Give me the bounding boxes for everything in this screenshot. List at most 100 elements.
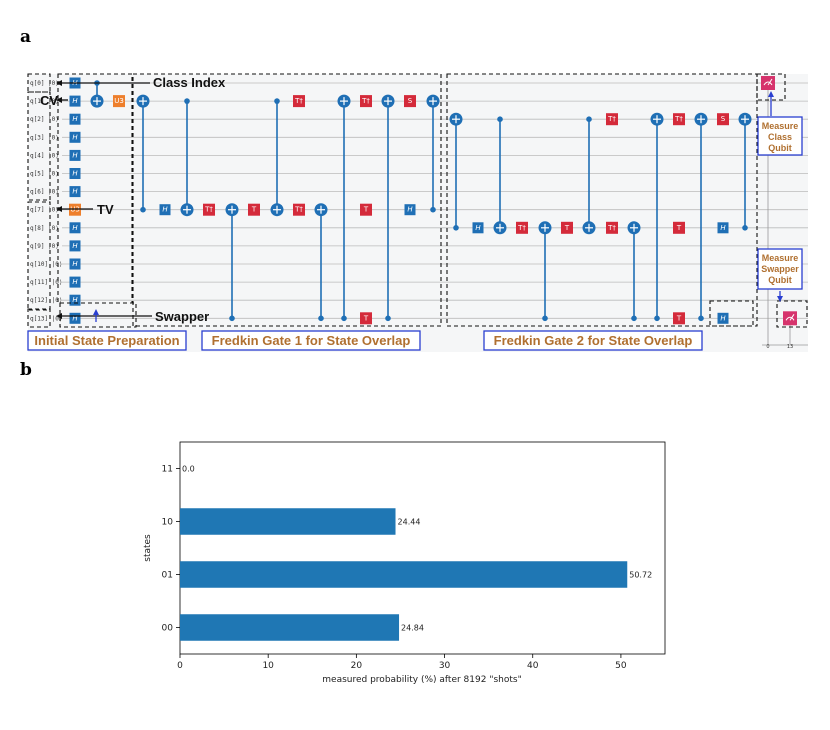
dashed-region [709, 300, 754, 327]
swapper-label: Swapper [155, 309, 209, 324]
phase-gate [673, 221, 685, 234]
hadamard-gate [69, 113, 81, 125]
arrow-heads [56, 80, 783, 319]
qubit-label: q[7] |0⟩ [30, 207, 59, 214]
gate-label: H [72, 242, 78, 250]
x-tick-label: 40 [527, 661, 539, 671]
x-tick-label: 50 [615, 661, 627, 671]
measure-needle [789, 314, 795, 321]
panel-label-b: b [20, 360, 32, 380]
control-dot [385, 315, 391, 322]
u3-gate [69, 203, 81, 216]
bar-01 [180, 561, 628, 588]
plot-frame [179, 441, 666, 655]
gate-label: T [363, 206, 369, 214]
hadamard-gate [69, 276, 81, 288]
hadamard-gate [69, 240, 81, 252]
tv-label: TV [97, 202, 114, 217]
x-ticks: 0 10 20 30 40 50 [177, 654, 627, 671]
gate-label: T [251, 206, 257, 214]
hadamard-gate [69, 149, 81, 161]
gate-label: T† [607, 115, 616, 123]
gate-label: H [72, 97, 78, 105]
bars: 24.84 50.72 24.44 0.0 [180, 465, 652, 641]
control-dot [742, 225, 748, 231]
control-dot [318, 315, 324, 322]
qubit-label: q[3] |0⟩ [30, 134, 59, 141]
dashed-region [776, 300, 808, 328]
gate-label: T [564, 224, 570, 232]
control-dot [654, 315, 660, 322]
classical-bit-label-0: 0 [766, 344, 769, 350]
gate-label: H [72, 278, 78, 286]
gate-label: H [72, 151, 78, 159]
phase-gate [673, 113, 685, 126]
qubit-labels: q[0] |0⟩ q[1] |0⟩ q[2] |0⟩ q[3] |0⟩ q[4] |0⟩… [30, 80, 63, 322]
qubit-label: q[9] |0⟩ [30, 243, 59, 250]
gate-label: T† [294, 97, 303, 105]
measure-arc [763, 81, 773, 86]
phase-gate [360, 203, 372, 216]
dashed-regions [27, 73, 808, 328]
gate-label: T† [607, 224, 616, 232]
hadamard-gate [404, 204, 416, 216]
u3-gate [113, 95, 125, 108]
gate-label: S [721, 115, 726, 123]
bar-10 [180, 508, 396, 535]
gate-label: H [72, 314, 78, 322]
qubit-label: q[0] |0⟩ [30, 80, 59, 87]
control-dot [497, 116, 503, 122]
control-dot [586, 116, 592, 122]
gate-label: T† [204, 206, 213, 214]
hadamard-gate [69, 222, 81, 234]
phase-gate [673, 312, 685, 325]
gate-label: T [676, 224, 682, 232]
circuit-background [28, 74, 808, 352]
phase-gate [248, 203, 260, 216]
measure-class-line1: Measure [762, 121, 799, 131]
qubit-label: q[11] |0⟩ [30, 279, 63, 286]
y-tick-label-11: 11 [162, 465, 173, 475]
measure-arc [785, 316, 795, 321]
gate-label: S [408, 97, 413, 105]
gate-label: H [407, 206, 413, 214]
measure-gate [783, 311, 797, 326]
qubit-label: q[1] |0⟩ [30, 98, 59, 105]
gate-label: H [72, 260, 78, 268]
control-dot [341, 315, 347, 322]
control-dot [274, 98, 280, 104]
dashed-region [59, 302, 137, 328]
fredkin2-section-label: Fredkin Gate 2 for State Overlap [494, 333, 693, 348]
phase-gate [516, 221, 528, 234]
gate-label: H [72, 296, 78, 304]
gate-label: U3 [114, 97, 124, 105]
gate-label: H [72, 133, 78, 141]
control-dot [229, 315, 235, 322]
phase-gate [360, 95, 372, 108]
gate-label: H [72, 170, 78, 178]
control-dot [140, 206, 146, 213]
phase-gate [293, 95, 305, 108]
gate-label: U3 [70, 206, 80, 214]
dashed-region [132, 73, 442, 327]
gate-label: H [72, 188, 78, 196]
data-label-00: 24.84 [401, 624, 424, 633]
phase-gate [360, 312, 372, 325]
data-label-11: 0.0 [182, 465, 195, 474]
dashed-region [27, 201, 51, 311]
hadamard-gate [717, 312, 729, 324]
gate-label: H [720, 224, 726, 232]
control-dot [631, 315, 637, 322]
control-dot [698, 315, 704, 322]
qubit-label: q[8] |0⟩ [30, 225, 59, 232]
gate-label: H [72, 224, 78, 232]
quantum-circuit: q[0] |0⟩ q[1] |0⟩ q[2] |0⟩ q[3] |0⟩ q[4] |0⟩… [27, 73, 808, 352]
gate-label: T† [517, 224, 526, 232]
hadamard-gate [472, 222, 484, 234]
measure-swapper-line2: Swapper [761, 264, 799, 274]
y-axis-label: states [143, 534, 153, 562]
hadamard-gate [717, 222, 729, 234]
annotation-arrows [58, 82, 781, 322]
data-label-10: 24.44 [398, 518, 421, 527]
